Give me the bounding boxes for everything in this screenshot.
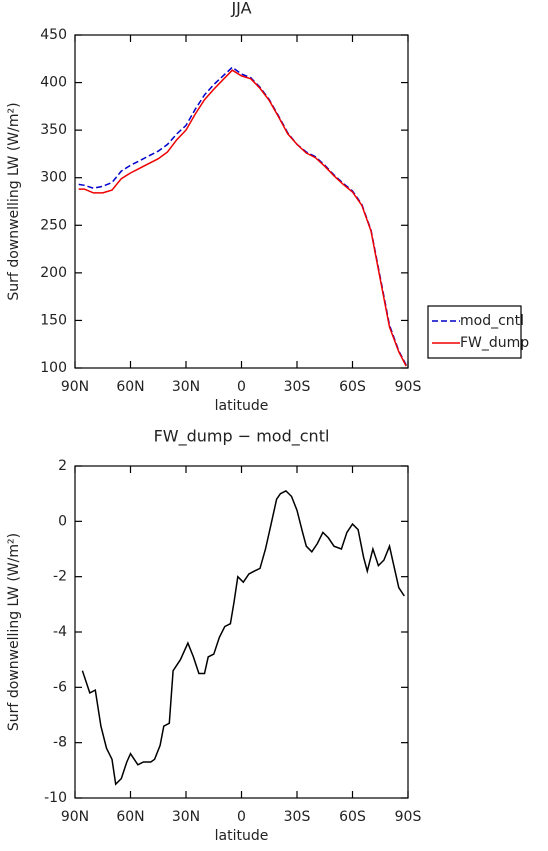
y-tick-label: 0 — [58, 513, 67, 529]
chart-title: FW_dump − mod_cntl — [154, 427, 330, 447]
x-axis-label: latitude — [215, 828, 269, 844]
y-tick-label: -2 — [53, 569, 67, 585]
y-tick-label: 350 — [40, 122, 67, 138]
x-tick-label: 30N — [172, 379, 200, 395]
legend-box — [427, 305, 522, 359]
y-tick-label: 100 — [40, 360, 67, 376]
x-tick-label: 30N — [172, 809, 200, 825]
y-tick-label: 450 — [40, 27, 67, 43]
y-tick-label: 400 — [40, 75, 67, 91]
x-tick-label: 60S — [339, 809, 366, 825]
y-tick-label: 200 — [40, 265, 67, 281]
y-tick-label: -6 — [53, 679, 67, 695]
data-line — [81, 489, 405, 786]
x-tick-label: 90S — [395, 379, 422, 395]
y-tick-label: 300 — [40, 170, 67, 186]
y-tick-label: -4 — [53, 624, 67, 640]
y-tick-label: 150 — [40, 312, 67, 328]
x-tick-label: 90S — [395, 809, 422, 825]
x-tick-label: 30S — [284, 379, 311, 395]
data-line — [78, 69, 407, 367]
y-tick-label: 250 — [40, 217, 67, 233]
y-axis-label: Surf downwelling LW (W/m²) — [6, 102, 22, 300]
x-tick-label: 0 — [237, 379, 246, 395]
y-tick-label: -8 — [53, 735, 67, 751]
x-axis-label: latitude — [215, 398, 269, 414]
y-tick-label: -10 — [44, 790, 67, 806]
y-axis-label: Surf downwelling LW (W/m²) — [6, 533, 22, 731]
x-tick-label: 90N — [61, 809, 89, 825]
chart-title: JJA — [230, 0, 251, 18]
x-tick-label: 30S — [284, 809, 311, 825]
x-tick-label: 60N — [116, 379, 144, 395]
plot-frame — [74, 34, 409, 369]
x-tick-label: 60S — [339, 379, 366, 395]
x-tick-label: 0 — [237, 809, 246, 825]
plot-frame — [74, 465, 409, 799]
legend-label: FW_dump — [460, 335, 529, 351]
y-tick-label: 2 — [58, 458, 67, 474]
legend-label: mod_cntl — [460, 313, 524, 329]
x-tick-label: 60N — [116, 809, 144, 825]
data-line — [78, 66, 407, 366]
x-tick-label: 90N — [61, 379, 89, 395]
